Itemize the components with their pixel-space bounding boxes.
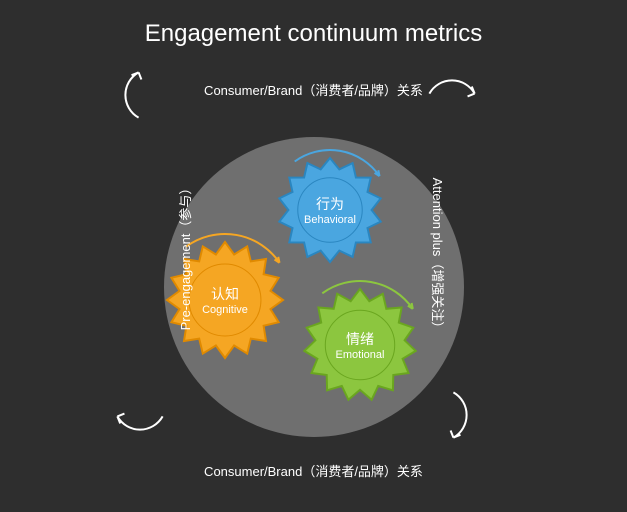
outer-label-bottom: Consumer/Brand（消费者/品牌）关系 (204, 461, 423, 480)
gear-emotional: 情绪Emotional (298, 283, 422, 407)
page-title: Engagement continuum metrics (0, 20, 627, 48)
outer-label-top: Consumer/Brand（消费者/品牌）关系 (204, 80, 423, 99)
outer-label-right: Attention plus（增强关注） (429, 178, 448, 335)
outer-label-left: Pre-engagement（参与） (175, 182, 194, 331)
